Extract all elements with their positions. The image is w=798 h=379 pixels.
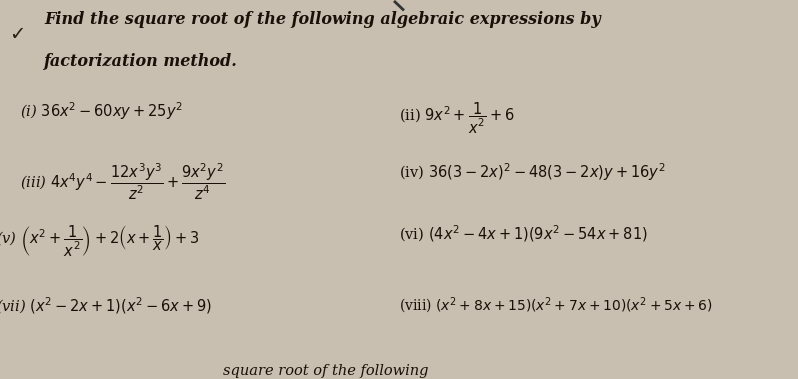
Text: (vi) $(4x^2-4x+1)(9x^2-54x+81)$: (vi) $(4x^2-4x+1)(9x^2-54x+81)$: [399, 224, 648, 244]
Text: (vii) $(x^2-2x+1)(x^2-6x+9)$: (vii) $(x^2-2x+1)(x^2-6x+9)$: [0, 296, 212, 316]
Text: (i) $36x^2-60xy+25y^2$: (i) $36x^2-60xy+25y^2$: [20, 100, 183, 122]
Text: factorization method.: factorization method.: [44, 53, 238, 70]
Text: (iv) $36(3-2x)^2-48(3-2x)y+16y^2$: (iv) $36(3-2x)^2-48(3-2x)y+16y^2$: [399, 161, 666, 183]
Text: (v) $\left(x^2+\dfrac{1}{x^2}\right)+2\left(x+\dfrac{1}{x}\right)+3$: (v) $\left(x^2+\dfrac{1}{x^2}\right)+2\l…: [0, 224, 200, 259]
Text: Find the square root of the following algebraic expressions by: Find the square root of the following al…: [44, 11, 601, 28]
Text: (viii) $(x^2+8x+15)(x^2+7x+10)(x^2+5x+6)$: (viii) $(x^2+8x+15)(x^2+7x+10)(x^2+5x+6)…: [399, 296, 713, 316]
Text: (ii) $9x^2+\dfrac{1}{x^2}+6$: (ii) $9x^2+\dfrac{1}{x^2}+6$: [399, 100, 515, 136]
Text: square root of the following: square root of the following: [223, 364, 429, 378]
Text: ✓: ✓: [10, 25, 26, 44]
Text: (iii) $4x^4y^4-\dfrac{12x^3y^3}{z^2}+\dfrac{9x^2y^2}{z^4}$: (iii) $4x^4y^4-\dfrac{12x^3y^3}{z^2}+\df…: [20, 161, 225, 202]
